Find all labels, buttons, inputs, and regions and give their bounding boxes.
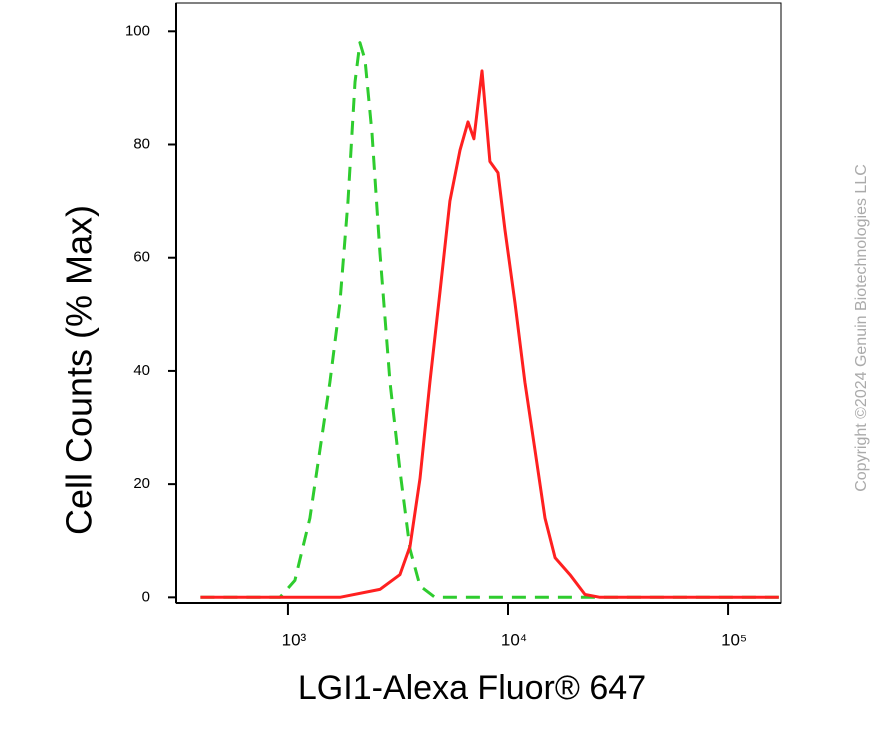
y-tick-label: 60	[133, 249, 150, 266]
y-tick-label: 100	[125, 22, 150, 39]
x-axis-label: LGI1-Alexa Fluor® 647	[298, 669, 646, 707]
y-tick-label: 40	[133, 362, 150, 379]
x-tick-label: 10⁵	[721, 630, 747, 649]
y-axis-label: Cell Counts (% Max)	[59, 205, 100, 535]
watermark: Copyright ©2024 Genuin Biotechnologies L…	[853, 164, 870, 492]
y-tick-label: 0	[142, 588, 150, 605]
series-line	[200, 41, 779, 599]
series-line	[200, 69, 779, 599]
y-tick-label: 80	[133, 135, 150, 152]
y-tick-label: 20	[133, 475, 150, 492]
x-tick-label: 10⁴	[501, 630, 527, 649]
x-tick-label: 10³	[282, 630, 307, 649]
